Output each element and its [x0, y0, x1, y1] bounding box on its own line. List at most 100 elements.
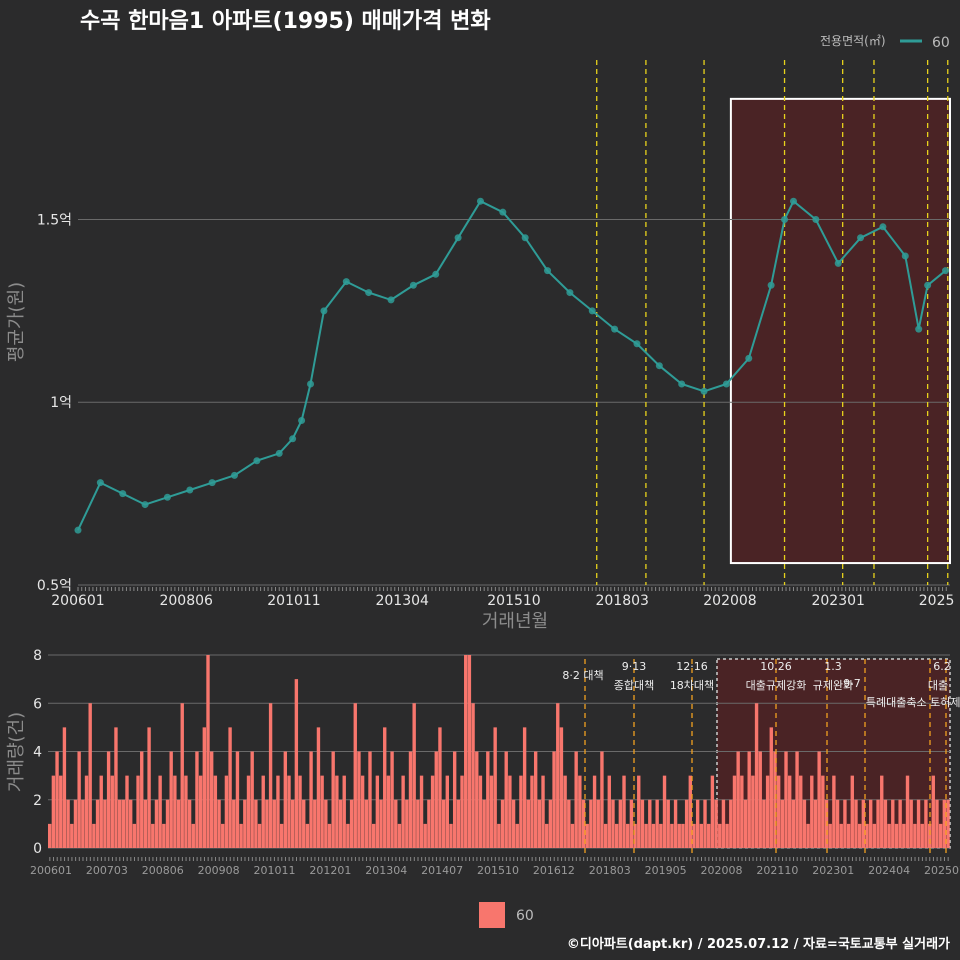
volume-bar — [59, 775, 63, 848]
volume-bar — [151, 823, 155, 848]
volume-bar — [832, 775, 836, 848]
volume-bar — [559, 727, 564, 848]
policy-annotation-label: 대출규제강화 — [746, 679, 807, 692]
volume-bar — [335, 775, 339, 848]
volume-bar — [162, 823, 166, 848]
volume-bar — [850, 775, 854, 848]
volume-bar — [784, 751, 788, 848]
x-tick-label-bottom: 202110 — [756, 864, 798, 877]
x-tick-label-bottom: 200908 — [198, 864, 240, 877]
volume-bar — [828, 823, 832, 848]
volume-bar — [158, 775, 162, 848]
volume-bar — [880, 775, 884, 848]
volume-bar — [537, 799, 542, 848]
volume-bar — [386, 775, 391, 848]
volume-bar — [522, 727, 527, 848]
volume-bar — [541, 775, 545, 848]
data-point — [141, 501, 149, 509]
top-legend: 전용면적(㎡) 60 — [820, 34, 950, 51]
policy-annotation-date: 9·7 — [843, 677, 861, 690]
volume-bar — [707, 823, 711, 848]
volume-bar — [449, 823, 453, 848]
volume-bar — [769, 727, 773, 848]
volume-bar — [589, 799, 593, 848]
volume-bar — [927, 823, 932, 848]
bottom-legend-entry-60: 60 — [516, 908, 534, 924]
data-point — [289, 435, 297, 443]
chart-title: 수곡 한마음1 아파트(1995) 매매가격 변화 — [80, 9, 491, 34]
data-point — [915, 325, 923, 333]
volume-bar — [548, 799, 553, 848]
volume-bar — [55, 751, 59, 848]
volume-bar — [121, 799, 126, 848]
x-tick-label: 201304 — [375, 593, 429, 609]
credit-text: ©디아파트(dapt.kr) / 2025.07.12 / 자료=국토교통부 실… — [567, 936, 950, 952]
data-point — [588, 307, 596, 315]
volume-bar — [128, 799, 133, 848]
data-point — [476, 197, 484, 205]
x-tick-label: 202301 — [811, 593, 864, 609]
volume-bar — [430, 775, 435, 848]
volume-bar — [460, 775, 464, 848]
data-point — [320, 307, 328, 315]
volume-bar — [173, 775, 177, 848]
volume-bar — [876, 799, 880, 848]
x-tick-label: 2025 — [919, 593, 955, 609]
data-point — [812, 215, 820, 223]
volume-bar — [224, 775, 229, 848]
volume-bar — [692, 823, 696, 848]
policy-annotation-date: 9·13 — [622, 660, 647, 673]
volume-bar — [265, 799, 269, 848]
volume-bar — [721, 799, 726, 848]
volume-bar — [673, 799, 678, 848]
data-point — [942, 267, 950, 275]
x-tick-label: 201510 — [487, 593, 540, 609]
volume-bar — [938, 823, 943, 848]
volume-bar — [48, 823, 52, 848]
volume-bar — [857, 823, 862, 848]
volume-bar — [736, 751, 740, 848]
volume-bar — [81, 799, 85, 848]
bottom-legend: 60 — [479, 902, 534, 928]
volume-bar — [718, 823, 722, 848]
volume-bar — [493, 727, 497, 848]
volume-bar — [592, 775, 597, 848]
volume-bar — [412, 703, 416, 848]
volume-bar — [478, 775, 483, 848]
volume-bar — [467, 655, 472, 848]
volume-bar — [62, 727, 67, 848]
volume-bar — [305, 823, 310, 848]
volume-bar — [854, 799, 858, 848]
volume-bar — [169, 751, 173, 848]
volume-bar — [261, 775, 265, 848]
volume-bar — [802, 799, 807, 848]
volume-bar — [519, 775, 523, 848]
volume-bar — [88, 703, 92, 848]
volume-bar — [515, 823, 519, 848]
data-point — [611, 325, 619, 333]
data-point — [163, 493, 171, 501]
volume-bar — [894, 823, 899, 848]
volume-bar — [570, 823, 575, 848]
volume-bar — [670, 823, 674, 848]
policy-annotation: 8·2 대책 — [562, 669, 603, 682]
volume-bar — [563, 775, 567, 848]
volume-bar — [872, 823, 877, 848]
volume-bar — [902, 823, 906, 848]
volume-bar — [773, 751, 777, 848]
y-tick-label-bottom: 4 — [33, 745, 42, 761]
volume-bar — [250, 751, 254, 848]
volume-bar — [817, 751, 821, 848]
volume-bar — [729, 799, 733, 848]
volume-bar — [740, 775, 744, 848]
data-point — [231, 471, 239, 479]
volume-bar — [776, 775, 781, 848]
volume-bar — [935, 799, 939, 848]
volume-bar — [302, 799, 306, 848]
y-tick-label-bottom: 0 — [33, 841, 42, 857]
volume-bar — [526, 799, 530, 848]
data-point — [566, 289, 574, 297]
volume-bar — [221, 823, 225, 848]
volume-bar — [482, 799, 486, 848]
volume-bar — [331, 751, 335, 848]
